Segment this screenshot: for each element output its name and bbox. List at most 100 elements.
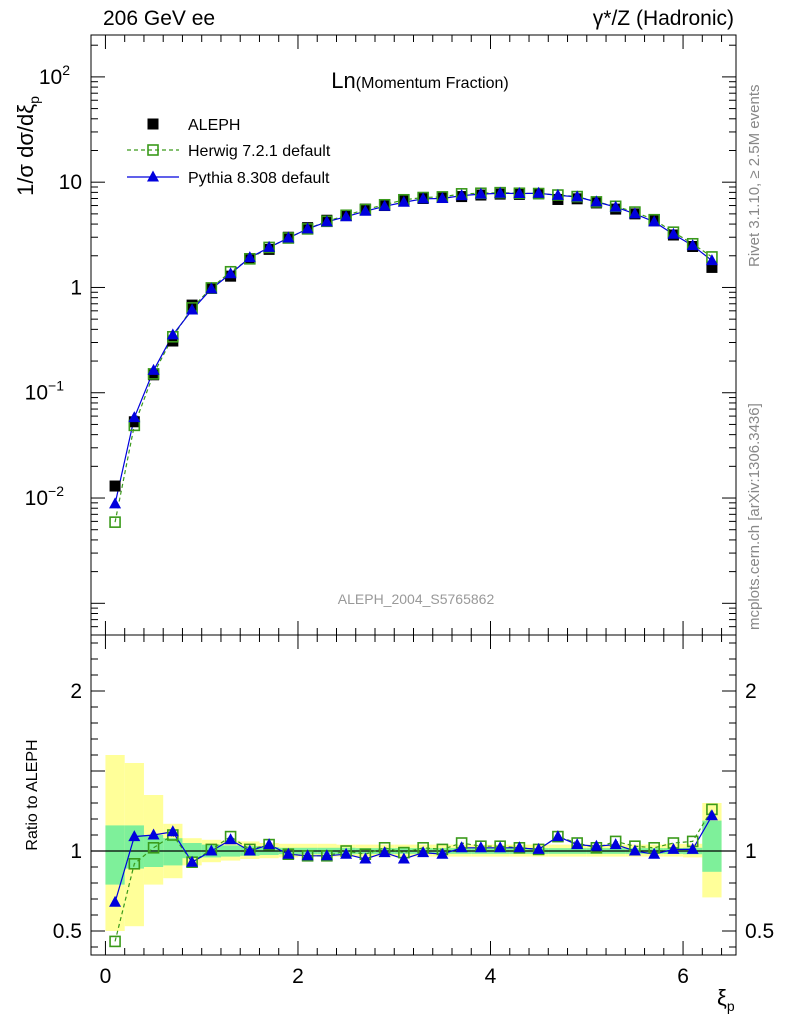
ratio-point-pythia [474, 841, 487, 853]
main-line-pythia [114, 192, 713, 505]
main-point-pythia [282, 231, 295, 243]
ratio-y-tick-label-right: 2 [745, 680, 757, 703]
main-point-aleph [706, 261, 718, 273]
ratio-y-tick-label: 2 [70, 680, 82, 703]
y-tick-label: 10 [59, 171, 82, 194]
band-stat [163, 838, 183, 866]
ratio-point-pythia [551, 830, 564, 842]
ratio-point-pythia [301, 849, 314, 861]
main-point-pythia [224, 267, 237, 279]
main-point-pythia [340, 210, 353, 222]
ratio-point-herwig [147, 841, 160, 854]
main-point-pythia [513, 187, 526, 199]
ratio-point-pythia [397, 852, 410, 864]
y-tick-label: 10−2 [25, 483, 65, 510]
legend-marker [147, 118, 159, 130]
main-point-pythia [263, 240, 276, 252]
main-point-pythia [436, 191, 449, 203]
main-point-pythia [301, 222, 314, 234]
ratio-point-pythia [494, 841, 507, 853]
main-point-pythia [474, 187, 487, 199]
ratio-point-herwig [109, 935, 121, 948]
x-axis-title: ξp [717, 985, 735, 1014]
y-tick-exp: −2 [48, 483, 64, 499]
ratio-point-pythia [243, 844, 256, 856]
band-stat [105, 825, 125, 885]
main-point-pythia [705, 254, 718, 266]
plot-title-main: Ln [331, 68, 355, 93]
main-point-pythia [397, 195, 410, 207]
main-point-pythia [243, 251, 256, 263]
y-tick-label: 102 [39, 62, 70, 89]
main-point-pythia [417, 192, 430, 204]
ratio-point-pythia [205, 844, 218, 856]
ratio-point-pythia [359, 852, 372, 864]
main-point-pythia [128, 411, 141, 423]
header-right: γ*/Z (Hadronic) [592, 7, 734, 30]
main-point-pythia [648, 215, 661, 227]
ratio-point-pythia [513, 841, 526, 853]
ratio-y-tick-label: 1 [70, 840, 82, 863]
ratio-point-pythia [224, 833, 237, 845]
ratio-point-pythia [340, 847, 353, 859]
ratio-point-pythia [667, 842, 680, 854]
main-line-herwig [114, 192, 713, 523]
ratio-point-pythia [590, 839, 603, 851]
main-point-pythia [109, 497, 122, 509]
series-lines [114, 192, 713, 942]
axes [90, 34, 737, 956]
legend-label: ALEPH [188, 117, 240, 134]
main-point-pythia [320, 215, 333, 227]
main-point-pythia [609, 200, 622, 212]
main-point-pythia [686, 239, 699, 251]
legend-marker [147, 144, 159, 156]
main-point-pythia [205, 282, 218, 294]
ratio-point-pythia [686, 842, 699, 854]
y-tick-label: 1 [70, 276, 82, 299]
ratio-point-pythia [436, 847, 449, 859]
x-axis-title-main: ξ [717, 985, 727, 1010]
ratio-point-pythia [282, 847, 295, 859]
main-point-pythia [455, 189, 468, 201]
legend-label: Herwig 7.2.1 default [188, 143, 331, 160]
ratio-point-pythia [609, 838, 622, 850]
ratio-y-tick-label: 0.5 [53, 920, 82, 943]
plot-title-sub: (Momentum Fraction) [356, 75, 509, 92]
main-point-pythia [494, 186, 507, 198]
x-axis-title-sub: p [727, 998, 735, 1014]
ratio-point-pythia [109, 895, 122, 907]
main-point-pythia [166, 328, 179, 340]
main-point-pythia [571, 190, 584, 202]
ratio-point-herwig [128, 857, 141, 870]
ratio-line-herwig [114, 809, 713, 942]
y-axis-title-main: 1/σ dσ/dξ [13, 104, 38, 196]
ratio-point-pythia [648, 847, 661, 859]
y-tick-base: 10 [59, 171, 82, 194]
plot-title: Ln(Momentum Fraction) [331, 68, 508, 93]
ratio-point-pythia [628, 844, 641, 856]
ratio-point-pythia [186, 855, 199, 867]
main-point-pythia [147, 363, 160, 375]
main-point-pythia [590, 195, 603, 207]
legend: ALEPH Herwig 7.2.1 default Pythia 8.308 de… [127, 117, 331, 187]
ratio-point-pythia [263, 838, 276, 850]
main-point-aleph [109, 480, 121, 492]
ratio-point-pythia [320, 849, 333, 861]
x-tick-label: 2 [292, 965, 304, 988]
ratio-point-pythia [417, 846, 430, 858]
ratio-y-tick-label-right: 1 [745, 840, 757, 863]
ratio-point-pythia [571, 838, 584, 850]
main-point-pythia [667, 227, 680, 239]
ratio-point-pythia [166, 825, 179, 837]
legend-marker [147, 170, 159, 182]
main-point-pythia [378, 199, 391, 211]
y-axis-title-sub: p [26, 96, 42, 104]
ratio-point-pythia [532, 842, 545, 854]
x-tick-label: 0 [100, 965, 112, 988]
ratio-axis-title: Ratio to ALEPH [24, 739, 41, 850]
main-point-pythia [186, 303, 199, 315]
main-point-herwig [109, 516, 121, 528]
ratio-point-pythia [147, 828, 160, 840]
